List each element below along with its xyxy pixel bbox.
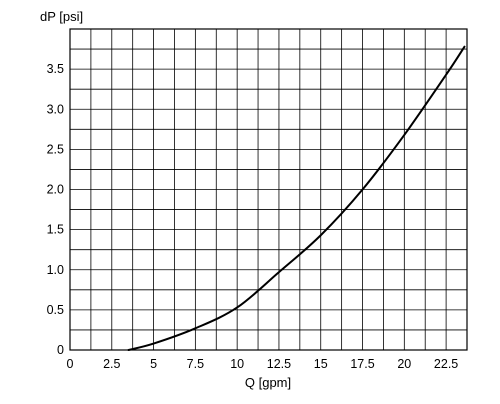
y-tick-label: 1.5 (47, 223, 64, 237)
x-tick-label: 2.5 (103, 357, 120, 371)
x-tick-label: 17.5 (350, 357, 374, 371)
y-tick-labels: 0 0.5 1.0 1.5 2.0 2.5 3.0 3.5 (47, 62, 64, 357)
y-tick-label: 3.0 (47, 102, 64, 116)
y-tick-label: 3.5 (47, 62, 64, 76)
x-tick-label: 22.5 (434, 357, 458, 371)
x-tick-label: 0 (67, 357, 74, 371)
y-axis-title: dP [psi] (40, 9, 83, 24)
x-tick-label: 20 (397, 357, 411, 371)
x-tick-label: 7.5 (187, 357, 204, 371)
x-tick-labels: 0 2.5 5 7.5 10 12.5 15 17.5 20 22.5 (67, 357, 459, 371)
y-tick-label: 2.5 (47, 142, 64, 156)
y-tick-label: 2.0 (47, 183, 64, 197)
x-tick-label: 15 (314, 357, 328, 371)
y-tick-label: 0 (57, 343, 64, 357)
y-tick-label: 0.5 (47, 303, 64, 317)
x-axis-title: Q [gpm] (245, 375, 291, 390)
x-tick-label: 5 (150, 357, 157, 371)
series-line (127, 45, 466, 351)
plot-frame (69, 28, 468, 351)
x-tick-label: 10 (230, 357, 244, 371)
y-tick-label: 1.0 (47, 263, 64, 277)
series-layer (127, 45, 466, 351)
x-tick-label: 12.5 (267, 357, 291, 371)
grid-layer (69, 28, 468, 351)
